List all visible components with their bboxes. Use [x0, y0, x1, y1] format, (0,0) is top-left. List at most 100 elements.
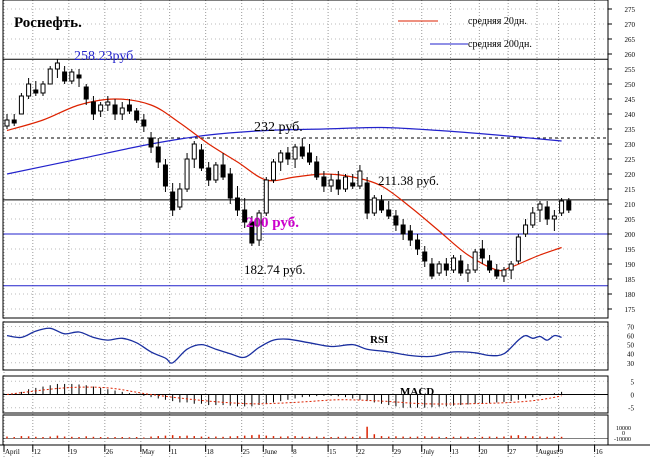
candle-body	[429, 263, 435, 277]
candle-body	[162, 164, 168, 187]
candle-body	[270, 161, 276, 181]
candle-body	[198, 149, 204, 169]
price-tick-label: 270	[625, 21, 636, 29]
annotation-182: 182.74 руб.	[244, 262, 306, 277]
rsi-tick-label: 40	[627, 351, 635, 359]
date-tick-label: 26	[106, 448, 114, 456]
date-tick-label: June	[264, 448, 277, 456]
date-tick-label: August	[538, 448, 558, 456]
rsi-label: RSI	[370, 334, 388, 346]
price-tick-label: 220	[625, 171, 636, 179]
volume-tick-10000: 10000	[616, 426, 631, 432]
ma200-line	[6, 126, 562, 175]
candle-body	[249, 221, 255, 244]
rsi-tick-label: 50	[627, 342, 635, 350]
volume-axis-labels: 10000 0 -10000	[614, 426, 631, 443]
volume-tick-0: 0	[622, 431, 625, 437]
candle-body	[62, 71, 68, 82]
date-tick-label: July	[423, 448, 435, 456]
legend-label-ma20: средняя 20дн.	[468, 16, 527, 27]
macd-signal-line	[6, 386, 562, 405]
candle-body	[343, 176, 349, 190]
candle-body	[328, 179, 334, 187]
candle-body	[220, 164, 226, 178]
candle-body	[83, 86, 89, 100]
candle-body	[76, 74, 82, 79]
candle-body	[98, 104, 104, 112]
candle-body	[501, 269, 507, 277]
candle-body	[4, 119, 10, 127]
candle-body	[422, 251, 428, 262]
candle-body	[47, 68, 53, 85]
candle-body	[393, 215, 399, 226]
price-tick-label: 260	[625, 51, 636, 59]
candle-body	[350, 182, 356, 187]
candle-body	[400, 224, 406, 235]
candle-body	[551, 215, 557, 220]
candle-body	[530, 212, 536, 226]
candle-body	[371, 197, 377, 214]
axes-layer: April 12 19 26 May 11 18 25 June 8 15 22 29 July 13 20 2…	[0, 0, 650, 456]
candle-body	[386, 209, 392, 217]
candle-body	[508, 263, 514, 271]
candle-body	[206, 167, 212, 181]
volume-tick-neg10000: -10000	[614, 437, 631, 443]
price-tick-label: 185	[625, 276, 636, 284]
candle-body	[119, 107, 125, 115]
indicator-panels	[3, 327, 608, 439]
annotation-200: 200 руб.	[246, 215, 299, 231]
candle-body	[234, 197, 240, 211]
legend-label-ma200: средняя 200дн.	[468, 39, 532, 50]
candle-body	[263, 179, 269, 214]
price-tick-label: 200	[625, 231, 636, 239]
price-tick-label: 240	[625, 111, 636, 119]
candle-body	[307, 152, 312, 163]
candle-body	[18, 95, 24, 115]
candle-body	[357, 170, 363, 187]
candle-body	[321, 176, 327, 187]
candle-body	[155, 146, 161, 163]
candle-body	[227, 173, 233, 199]
candle-body	[523, 224, 529, 235]
price-tick-label: 180	[625, 291, 636, 299]
grid-layer	[3, 0, 608, 458]
date-tick-label: 20	[480, 448, 488, 456]
candle-body	[285, 152, 291, 160]
price-tick-label: 195	[625, 246, 636, 254]
candle-body	[472, 251, 478, 271]
price-tick-label: 225	[625, 156, 636, 164]
candle-body	[141, 119, 147, 127]
macd-label: MACD	[400, 386, 434, 398]
candle-body	[335, 179, 341, 190]
price-tick-label: 275	[625, 6, 636, 14]
candle-body	[494, 269, 500, 277]
rsi-line	[6, 327, 562, 364]
candle-body	[479, 248, 485, 259]
chart-title: Роснефть.	[14, 15, 82, 31]
candle-body	[443, 263, 449, 271]
candle-body	[242, 209, 248, 223]
price-annotations: 258.23руб. 232 руб. 211.38 руб. 200 руб.…	[74, 49, 439, 277]
annotation-232: 232 руб.	[254, 120, 303, 135]
date-tick-label: 15	[329, 448, 337, 456]
date-tick-label: 18	[207, 448, 215, 456]
candle-body	[544, 206, 550, 220]
candle-body	[191, 143, 197, 160]
date-tick-label: 22	[358, 448, 366, 456]
candle-body	[458, 260, 464, 274]
candle-body	[90, 101, 96, 115]
macd-panel-frame	[2, 375, 609, 414]
candle-body	[69, 71, 75, 82]
date-tick-label: 8	[293, 448, 297, 456]
price-tick-label: 230	[625, 141, 636, 149]
date-tick-label: 29	[394, 448, 402, 456]
date-tick-label: 19	[70, 448, 78, 456]
candle-body	[436, 263, 442, 274]
price-tick-label: 215	[625, 186, 636, 194]
candle-body	[364, 182, 370, 214]
price-tick-label: 175	[625, 306, 636, 314]
candle-body	[126, 104, 132, 112]
candle-body	[33, 89, 39, 94]
candle-body	[451, 257, 457, 271]
date-tick-label: 11	[171, 448, 178, 456]
